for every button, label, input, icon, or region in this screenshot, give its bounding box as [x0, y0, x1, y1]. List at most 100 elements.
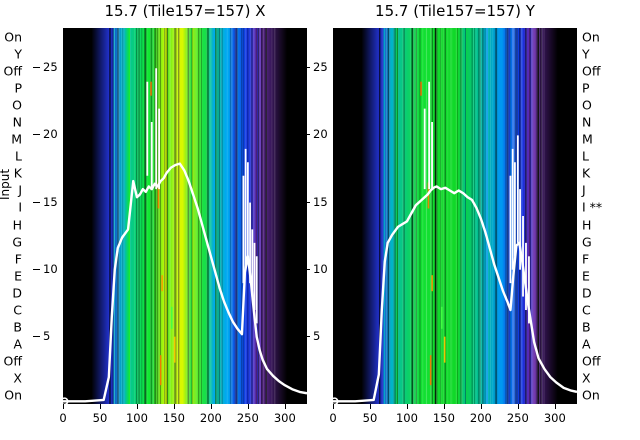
heatmap-column — [360, 28, 362, 404]
heatmap-column — [361, 28, 363, 404]
category-label: E — [14, 268, 22, 284]
heatmap-column — [267, 28, 269, 404]
heatmap-striation — [178, 28, 180, 404]
heatmap-striation — [158, 28, 160, 404]
x-tick-label: 150 — [162, 411, 185, 425]
category-label: C — [13, 302, 22, 318]
heatmap-striation — [136, 28, 138, 404]
heatmap-column — [198, 28, 200, 404]
heatmap-column — [300, 28, 302, 404]
heatmap-column — [149, 28, 151, 404]
heatmap-column — [551, 28, 553, 404]
heatmap-column — [575, 28, 577, 404]
heatmap-striation — [471, 28, 473, 404]
heatmap-striation — [177, 28, 179, 404]
heatmap-column — [516, 28, 518, 404]
heatmap-striation — [495, 28, 497, 404]
heatmap-column — [256, 28, 258, 404]
heatmap-striation — [530, 28, 531, 404]
category-label: L — [582, 148, 589, 164]
heatmap-striation — [526, 28, 527, 404]
heatmap-column — [476, 28, 478, 404]
panel-x-plot[interactable] — [63, 28, 307, 404]
heatmap-column — [455, 28, 457, 404]
heatmap-column — [481, 28, 483, 404]
heatmap-column — [114, 28, 116, 404]
heatmap-column — [271, 28, 273, 404]
heatmap-column — [252, 28, 254, 404]
heatmap-column — [228, 28, 230, 404]
heatmap-column — [394, 28, 396, 404]
heatmap-column — [467, 28, 469, 404]
y-tick-label: 25 — [303, 60, 328, 74]
heatmap-column — [502, 28, 504, 404]
heatmap-column — [171, 28, 173, 404]
heatmap-column — [211, 28, 213, 404]
heatmap-column — [362, 28, 364, 404]
y-tick-mark — [33, 335, 40, 337]
x-tick-mark — [333, 404, 335, 409]
heatmap-striation — [241, 28, 243, 404]
heatmap-column — [125, 28, 127, 404]
heatmap-striation — [393, 28, 395, 404]
heatmap-column — [135, 28, 137, 404]
heatmap-column — [459, 28, 461, 404]
heatmap-column — [506, 28, 508, 404]
heatmap-striation — [186, 28, 188, 404]
heatmap-striation — [541, 28, 543, 404]
category-label: N — [582, 114, 592, 130]
heatmap-column — [64, 28, 66, 404]
heatmap-column — [384, 28, 386, 404]
heatmap-column — [435, 28, 437, 404]
heatmap-striation — [415, 28, 418, 404]
heatmap-column — [501, 28, 503, 404]
heatmap-striation — [237, 28, 238, 404]
heatmap-column — [417, 28, 419, 404]
heatmap-striation — [236, 28, 238, 404]
heatmap-column — [484, 28, 486, 404]
panel-y-title: 15.7 (Tile157=157) Y — [375, 2, 535, 20]
heatmap-column — [103, 28, 105, 404]
y-tick-mark — [303, 134, 310, 136]
heatmap-striation — [170, 28, 172, 404]
heatmap-striation — [150, 28, 152, 404]
category-label: K — [582, 165, 591, 181]
heatmap-column — [95, 28, 97, 404]
heatmap-striation — [234, 28, 236, 404]
heatmap-column — [217, 28, 219, 404]
panel-y-plot[interactable] — [333, 28, 577, 404]
heatmap-column — [532, 28, 534, 404]
x-tick-mark — [99, 404, 102, 409]
category-label: B — [582, 319, 591, 335]
heatmap-column — [115, 28, 117, 404]
heatmap-column — [535, 28, 537, 404]
heatmap-column — [359, 28, 361, 404]
heatmap-column — [134, 28, 136, 404]
heatmap-column — [191, 28, 193, 404]
heatmap-striation — [175, 28, 177, 404]
heatmap-column — [444, 28, 446, 404]
category-label: A — [13, 336, 22, 352]
heatmap-striation — [389, 28, 391, 404]
heatmap-column — [423, 28, 425, 404]
heatmap-column — [507, 28, 509, 404]
heatmap-column — [302, 28, 304, 404]
heatmap-column — [371, 28, 373, 404]
heatmap-striation — [178, 28, 180, 404]
category-label: I ** — [582, 199, 603, 215]
heatmap-column — [429, 28, 431, 404]
heatmap-column — [90, 28, 92, 404]
heatmap-striation — [262, 28, 264, 404]
heatmap-striation — [525, 28, 527, 404]
heatmap-striation — [412, 28, 414, 404]
heatmap-column — [405, 28, 407, 404]
y-tick-label: 10 — [33, 262, 58, 276]
heatmap-column — [345, 28, 347, 404]
heatmap-striation — [447, 28, 449, 404]
heatmap-column — [303, 28, 305, 404]
heatmap-column — [153, 28, 155, 404]
heatmap-striation — [440, 28, 441, 404]
heatmap-striation — [491, 28, 493, 404]
heatmap-column — [421, 28, 423, 404]
heatmap-column — [386, 28, 388, 404]
